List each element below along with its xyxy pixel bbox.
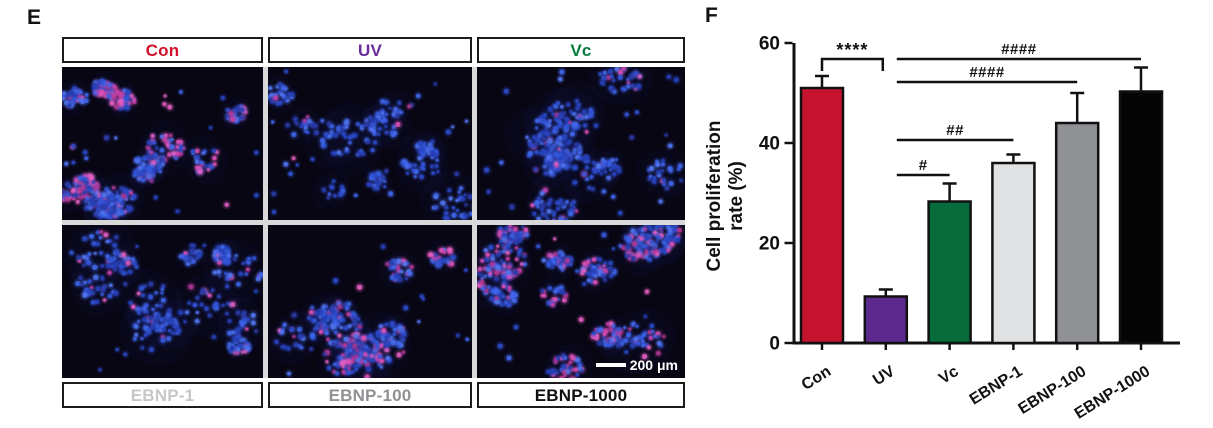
footer-label-ebnp-1000-text: EBNP-1000 (534, 385, 628, 405)
column-header-con-text: Con (145, 40, 180, 60)
y-tick-label: 0 (769, 334, 780, 355)
proliferation-bar-chart: 0 20 40 60 Cell proliferation rate (%) Con UV Vc… (704, 34, 1180, 423)
footer-label-ebnp-100: EBNP-100 (268, 382, 472, 408)
sig-label-hash: #### (969, 64, 1005, 81)
column-header-uv-text: UV (357, 40, 383, 60)
bar-ebnp-1000 (1118, 90, 1164, 345)
sig-bracket (820, 57, 885, 71)
micrograph-uv (268, 67, 472, 220)
y-tick-label: 20 (759, 234, 780, 255)
micrograph-ebnp-1 (62, 225, 263, 378)
panel-label-F: F (705, 4, 718, 27)
sig-label-hash: # (919, 157, 928, 174)
column-header-uv: UV (268, 37, 472, 63)
bar-ebnp-1 (991, 161, 1036, 345)
x-category-label: UV (870, 363, 898, 389)
micrograph-con (62, 67, 263, 220)
footer-label-ebnp-1000: EBNP-1000 (477, 382, 685, 408)
micrograph-grid: 200 μm (62, 67, 685, 378)
micrograph-ebnp-1000 (477, 225, 685, 378)
column-header-row: Con UV Vc (62, 37, 685, 63)
micrograph-vc (477, 67, 685, 220)
bar-ebnp-100 (1054, 121, 1100, 345)
scale-bar-line (595, 363, 626, 367)
column-header-vc: Vc (477, 37, 685, 63)
footer-label-ebnp-1: EBNP-1 (62, 382, 263, 408)
scale-bar-label: 200 μm (629, 357, 678, 373)
bar-con (799, 86, 845, 345)
column-header-vc-text: Vc (570, 40, 592, 60)
sig-label-hash: #### (1001, 41, 1037, 58)
sig-label-hash: ## (946, 122, 964, 139)
footer-label-ebnp-1-text: EBNP-1 (130, 385, 195, 405)
column-header-con: Con (62, 37, 263, 63)
y-tick-label: 40 (759, 134, 780, 155)
row-footer-labels: EBNP-1 EBNP-100 EBNP-1000 (62, 382, 685, 408)
bar-vc (927, 200, 972, 345)
y-axis-title-line2: rate (%) (726, 161, 747, 231)
scale-bar: 200 μm (595, 357, 678, 373)
y-tick-label: 60 (759, 34, 780, 55)
x-category-label: Con (799, 363, 834, 394)
y-axis-title-line1: Cell proliferation (704, 121, 725, 272)
sig-label-stars: **** (836, 40, 868, 60)
micrograph-ebnp-100 (268, 225, 472, 378)
bar-uv (863, 295, 909, 345)
panel-label-E: E (27, 6, 42, 29)
footer-label-ebnp-100-text: EBNP-100 (328, 385, 412, 405)
x-category-label: Vc (936, 363, 962, 388)
